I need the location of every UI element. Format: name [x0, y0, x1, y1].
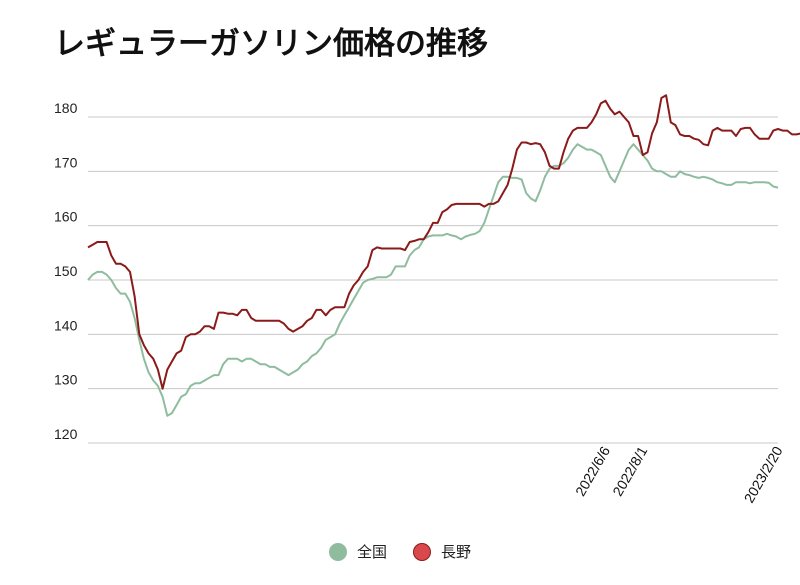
x-tick-label: 2022/6/6 — [572, 443, 613, 498]
x-tick-label: 2023/2/20 — [741, 443, 786, 505]
legend: 全国 長野 — [0, 541, 800, 562]
y-tick-label: 130 — [54, 372, 78, 388]
legend-label-nagano: 長野 — [441, 543, 472, 561]
y-tick-label: 160 — [54, 209, 78, 225]
x-tick-label: 2022/8/1 — [609, 443, 650, 498]
legend-label-zenkoku: 全国 — [356, 543, 387, 561]
series-line-1 — [87, 94, 800, 390]
series-line-0 — [87, 143, 779, 417]
legend-swatch-zenkoku — [328, 542, 347, 561]
y-tick-label: 180 — [54, 100, 78, 116]
chart-title: レギュラーガソリン価格の推移 — [54, 26, 488, 62]
legend-item-zenkoku[interactable]: 全国 — [328, 541, 387, 562]
legend-item-nagano[interactable]: 長野 — [413, 541, 471, 562]
y-tick-label: 140 — [54, 317, 78, 333]
y-tick-label: 150 — [54, 263, 78, 279]
series-lines — [87, 94, 800, 417]
legend-swatch-nagano — [413, 542, 431, 561]
y-axis-ticks: 120 130 140 150 160 170 180 — [54, 100, 78, 442]
y-tick-label: 170 — [54, 154, 78, 170]
gridlines — [88, 116, 778, 444]
y-tick-label: 120 — [54, 426, 78, 442]
